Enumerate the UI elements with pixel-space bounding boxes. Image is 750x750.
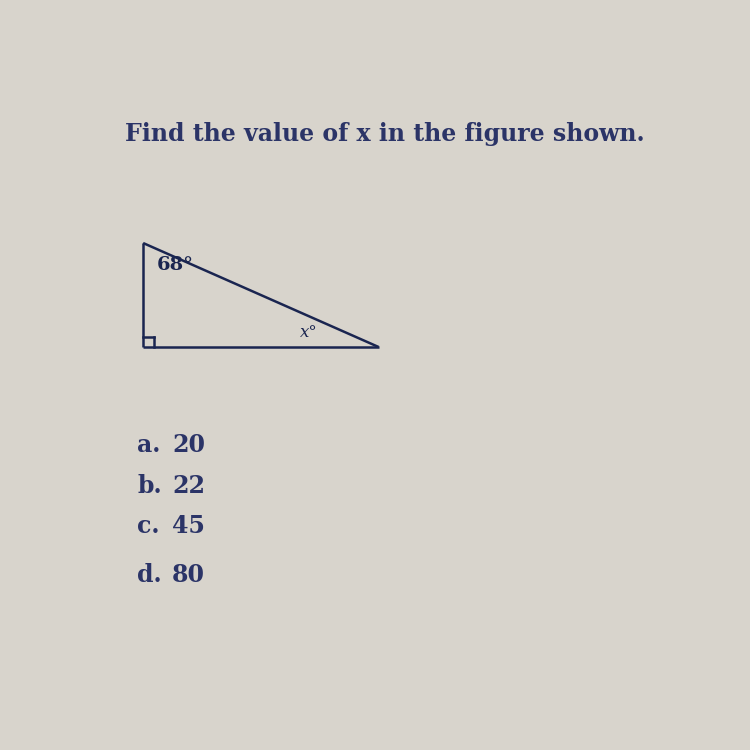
Text: 80: 80 (172, 563, 206, 587)
Text: 20: 20 (172, 433, 206, 457)
Text: 22: 22 (172, 473, 206, 497)
Text: x°: x° (300, 324, 318, 340)
Text: d.: d. (137, 563, 162, 587)
Text: 45: 45 (172, 514, 205, 538)
Text: b.: b. (137, 473, 162, 497)
Text: 68°: 68° (157, 256, 194, 274)
Text: c.: c. (137, 514, 160, 538)
Text: a.: a. (137, 433, 160, 457)
Text: Find the value of x in the figure shown.: Find the value of x in the figure shown. (124, 122, 644, 146)
